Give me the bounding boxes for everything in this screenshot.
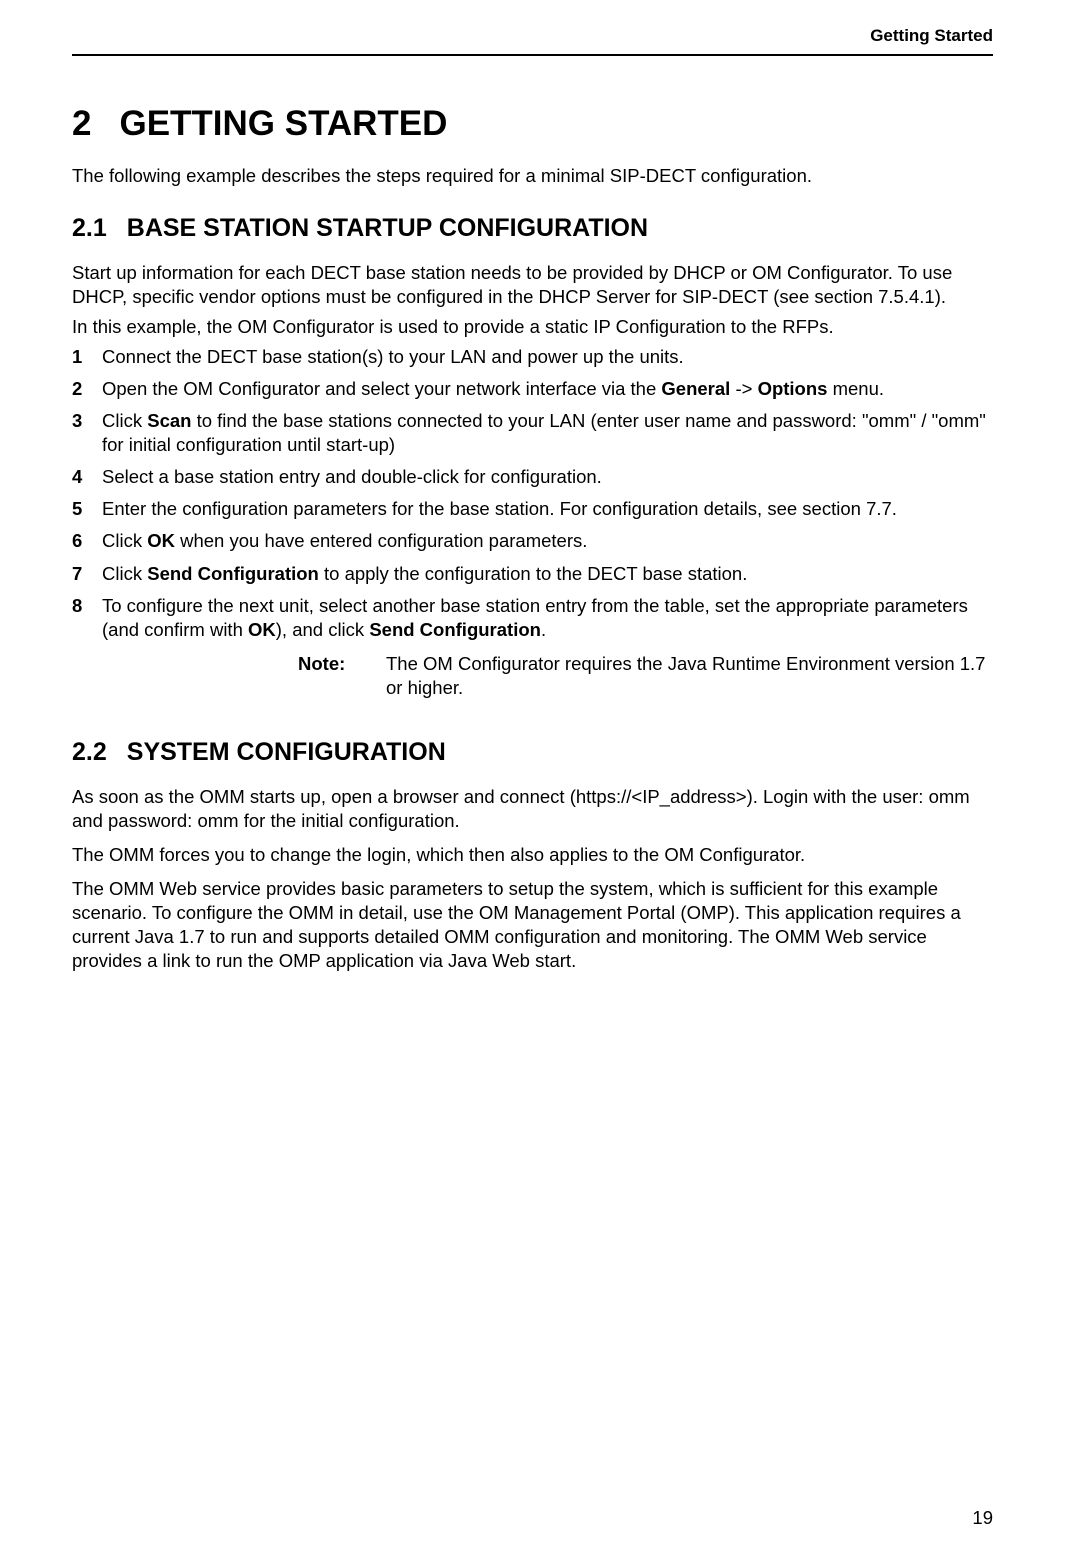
- page-header: Getting Started: [72, 26, 993, 56]
- step-item: Click Scan to find the base stations con…: [72, 409, 993, 457]
- step-text: Click: [102, 563, 147, 584]
- step-text: ->: [730, 378, 757, 399]
- step-text: ), and click: [276, 619, 370, 640]
- chapter-number: 2: [72, 104, 91, 144]
- step-item: Click OK when you have entered configura…: [72, 529, 993, 553]
- step-text: Click: [102, 530, 147, 551]
- step-text: Enter the configuration parameters for t…: [102, 498, 897, 519]
- section-2-2-para-1: As soon as the OMM starts up, open a bro…: [72, 785, 993, 833]
- steps-list: Connect the DECT base station(s) to your…: [72, 345, 993, 641]
- step-bold: Send Configuration: [147, 563, 319, 584]
- page-number: 19: [972, 1507, 993, 1529]
- step-bold: Options: [758, 378, 828, 399]
- step-item: Select a base station entry and double-c…: [72, 465, 993, 489]
- running-title: Getting Started: [870, 26, 993, 45]
- step-text: menu.: [827, 378, 884, 399]
- step-text: Select a base station entry and double-c…: [102, 466, 602, 487]
- step-text: when you have entered configuration para…: [175, 530, 587, 551]
- section-heading-2-1: 2.1 BASE STATION STARTUP CONFIGURATION: [72, 214, 993, 243]
- section-title: SYSTEM CONFIGURATION: [127, 738, 446, 766]
- section-heading-2-2: 2.2 SYSTEM CONFIGURATION: [72, 738, 993, 767]
- note-label: Note:: [298, 652, 386, 700]
- step-item: Click Send Configuration to apply the co…: [72, 562, 993, 586]
- step-text: Open the OM Configurator and select your…: [102, 378, 661, 399]
- step-item: To configure the next unit, select anoth…: [72, 594, 993, 642]
- note-text: The OM Configurator requires the Java Ru…: [386, 652, 993, 700]
- step-text: to find the base stations connected to y…: [102, 410, 986, 455]
- step-bold: General: [661, 378, 730, 399]
- step-text: .: [541, 619, 546, 640]
- section-2-1-para-2: In this example, the OM Configurator is …: [72, 315, 993, 339]
- step-item: Enter the configuration parameters for t…: [72, 497, 993, 521]
- step-item: Connect the DECT base station(s) to your…: [72, 345, 993, 369]
- step-bold: Send Configuration: [369, 619, 541, 640]
- section-number: 2.1: [72, 214, 107, 243]
- step-bold: Scan: [147, 410, 191, 431]
- section-2-2-para-2: The OMM forces you to change the login, …: [72, 843, 993, 867]
- step-text: Click: [102, 410, 147, 431]
- chapter-title: GETTING STARTED: [119, 104, 447, 143]
- section-number: 2.2: [72, 738, 107, 767]
- chapter-intro: The following example describes the step…: [72, 164, 993, 188]
- step-text: Connect the DECT base station(s) to your…: [102, 346, 684, 367]
- step-text: to apply the configuration to the DECT b…: [319, 563, 748, 584]
- section-2-2-para-3: The OMM Web service provides basic param…: [72, 877, 993, 973]
- step-bold: OK: [248, 619, 276, 640]
- section-title: BASE STATION STARTUP CONFIGURATION: [127, 214, 648, 242]
- note-block: Note: The OM Configurator requires the J…: [72, 652, 993, 700]
- chapter-heading: 2 GETTING STARTED: [72, 104, 993, 144]
- step-bold: OK: [147, 530, 175, 551]
- step-item: Open the OM Configurator and select your…: [72, 377, 993, 401]
- section-2-1-para-1: Start up information for each DECT base …: [72, 261, 993, 309]
